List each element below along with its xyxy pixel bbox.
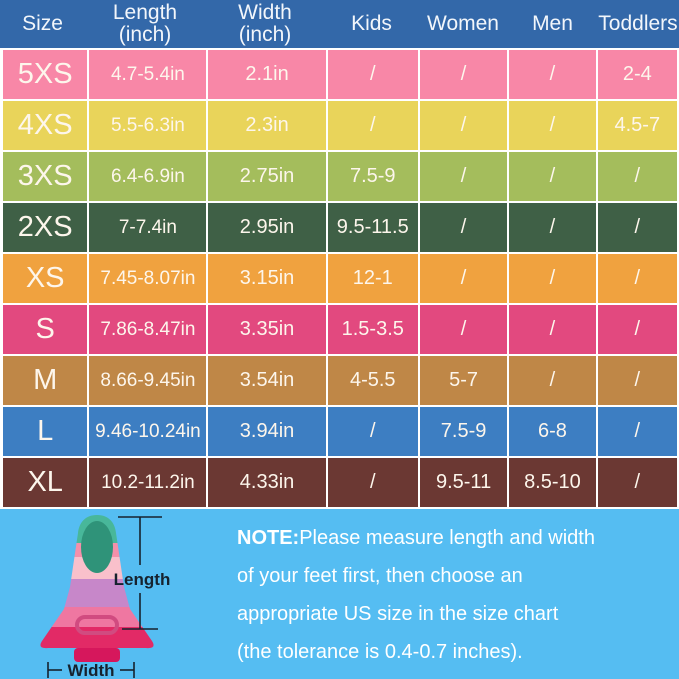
cell-length: 10.2-11.2in (87, 458, 206, 507)
note-line-1: Please measure length and width (299, 527, 595, 549)
header-size: Size (22, 12, 63, 35)
length-label: Length (114, 570, 171, 589)
table-row: 4XS 5.5-6.3in 2.3in / / / 4.5-7 (3, 99, 677, 150)
header-kids: Kids (351, 12, 392, 35)
fin-heel-strap (75, 615, 119, 635)
header-women: Women (427, 12, 499, 35)
cell-width: 2.75in (206, 152, 325, 201)
cell-toddlers: / (595, 356, 677, 405)
cell-kids: 1.5-3.5 (325, 305, 418, 354)
cell-toddlers: / (595, 203, 677, 252)
cell-toddlers: / (595, 254, 677, 303)
cell-toddlers: 2-4 (595, 50, 677, 99)
cell-size: 2XS (17, 211, 73, 243)
cell-length: 8.66-9.45in (87, 356, 206, 405)
cell-women: / (417, 50, 507, 99)
cell-kids: 9.5-11.5 (325, 203, 418, 252)
cell-size: 4XS (17, 109, 73, 141)
table-row: 5XS 4.7-5.4in 2.1in / / / 2-4 (3, 48, 677, 99)
cell-length: 9.46-10.24in (87, 407, 206, 456)
cell-toddlers: / (595, 152, 677, 201)
cell-toddlers: / (595, 458, 677, 507)
cell-kids: / (325, 50, 418, 99)
cell-kids: / (325, 101, 418, 150)
table-header: Size Length (inch) Width (inch) Kids Wom… (0, 0, 679, 48)
table-row: M 8.66-9.45in 3.54in 4-5.5 5-7 / / (3, 354, 677, 405)
cell-length: 7.86-8.47in (87, 305, 206, 354)
cell-men: / (507, 356, 595, 405)
cell-women: 7.5-9 (417, 407, 507, 456)
cell-men: / (507, 101, 595, 150)
header-length: Length (inch) (112, 1, 178, 46)
cell-women: / (417, 152, 507, 201)
cell-length: 7-7.4in (87, 203, 206, 252)
table-row: XL 10.2-11.2in 4.33in / 9.5-11 8.5-10 / (3, 456, 677, 507)
cell-size: M (33, 364, 58, 396)
table-row: XS 7.45-8.07in 3.15in 12-1 / / / (3, 252, 677, 303)
table-row: 3XS 6.4-6.9in 2.75in 7.5-9 / / / (3, 150, 677, 201)
cell-size: L (37, 415, 54, 447)
width-measure-line (47, 662, 135, 678)
cell-women: / (417, 101, 507, 150)
fin-heel-pocket (74, 648, 120, 662)
cell-width: 4.33in (206, 458, 325, 507)
cell-width: 3.15in (206, 254, 325, 303)
cell-men: 8.5-10 (507, 458, 595, 507)
width-label: Width (67, 661, 114, 679)
swim-fin-illustration: Length Width (40, 515, 171, 679)
header-width: Width (inch) (238, 1, 292, 46)
cell-kids: / (325, 458, 418, 507)
note-label: NOTE: (237, 527, 300, 549)
cell-women: / (417, 254, 507, 303)
cell-length: 4.7-5.4in (87, 50, 206, 99)
cell-women: 9.5-11 (417, 458, 507, 507)
cell-toddlers: / (595, 407, 677, 456)
note-text: NOTE:Please measure length and width of … (237, 519, 667, 671)
cell-size: 5XS (17, 58, 73, 90)
cell-kids: 4-5.5 (325, 356, 418, 405)
cell-men: / (507, 254, 595, 303)
cell-men: / (507, 305, 595, 354)
cell-length: 5.5-6.3in (87, 101, 206, 150)
cell-width: 3.35in (206, 305, 325, 354)
cell-size: 3XS (17, 160, 73, 192)
cell-men: / (507, 50, 595, 99)
header-toddlers: Toddlers (598, 12, 678, 35)
cell-size: XL (27, 466, 63, 498)
note-line-2: of your feet first, then choose an (237, 565, 523, 587)
cell-women: / (417, 305, 507, 354)
cell-men: / (507, 152, 595, 201)
cell-toddlers: 4.5-7 (595, 101, 677, 150)
length-measure-line (118, 516, 162, 630)
cell-width: 2.1in (206, 50, 325, 99)
table-body: 5XS 4.7-5.4in 2.1in / / / 2-4 4XS 5.5-6.… (0, 48, 679, 507)
fin-toe-opening (81, 521, 113, 573)
cell-kids: 12-1 (325, 254, 418, 303)
cell-women: 5-7 (417, 356, 507, 405)
cell-length: 6.4-6.9in (87, 152, 206, 201)
cell-width: 2.3in (206, 101, 325, 150)
cell-kids: 7.5-9 (325, 152, 418, 201)
cell-toddlers: / (595, 305, 677, 354)
cell-width: 2.95in (206, 203, 325, 252)
cell-kids: / (325, 407, 418, 456)
note-line-3: appropriate US size in the size chart (237, 603, 559, 625)
cell-width: 3.94in (206, 407, 325, 456)
cell-women: / (417, 203, 507, 252)
cell-length: 7.45-8.07in (87, 254, 206, 303)
table-row: 2XS 7-7.4in 2.95in 9.5-11.5 / / / (3, 201, 677, 252)
table-row: L 9.46-10.24in 3.94in / 7.5-9 6-8 / (3, 405, 677, 456)
cell-size: S (35, 313, 55, 345)
cell-size: XS (25, 262, 65, 294)
footer-section: Length Width NOTE:Please measure length … (0, 507, 679, 679)
cell-men: 6-8 (507, 407, 595, 456)
note-line-4: (the tolerance is 0.4-0.7 inches). (237, 641, 523, 663)
header-men: Men (532, 12, 573, 35)
cell-width: 3.54in (206, 356, 325, 405)
cell-men: / (507, 203, 595, 252)
table-row: S 7.86-8.47in 3.35in 1.5-3.5 / / / (3, 303, 677, 354)
